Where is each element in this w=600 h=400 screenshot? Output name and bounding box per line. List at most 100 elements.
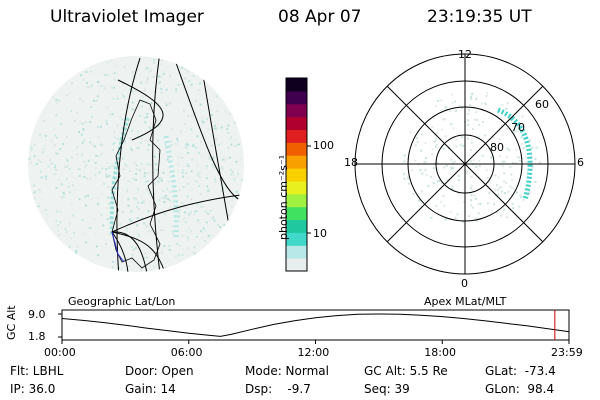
speckle-pixel <box>196 173 199 176</box>
speckle-pixel <box>109 113 111 116</box>
speckle-pixel <box>211 217 214 220</box>
speckle-pixel <box>133 74 135 77</box>
gain-info: Gain: 14 <box>125 382 176 396</box>
speckle-pixel <box>204 240 207 242</box>
speckle-pixel <box>76 153 79 156</box>
colorbar-step <box>286 206 307 221</box>
speckle-pixel <box>149 192 152 195</box>
speckle-pixel <box>66 136 68 139</box>
speckle-pixel <box>115 260 117 262</box>
speckle-pixel <box>131 71 134 73</box>
speckle-pixel <box>201 205 204 208</box>
speckle-pixel <box>177 170 180 173</box>
speckle-pixel <box>141 95 144 98</box>
speckle-pixel <box>136 217 139 219</box>
altitude-x-tick-marks <box>61 340 570 344</box>
speckle-pixel <box>165 187 168 190</box>
speckle-pixel <box>529 192 532 195</box>
speckle-pixel <box>167 197 169 200</box>
speckle-pixel <box>57 224 60 226</box>
speckle-pixel <box>168 199 171 202</box>
speckle-pixel <box>229 169 232 171</box>
speckle-pixel <box>497 193 500 196</box>
speckle-pixel <box>470 96 473 98</box>
speckle-pixel <box>149 69 152 72</box>
speckle-pixel <box>147 70 150 73</box>
speckle-pixel <box>139 141 142 144</box>
speckle-pixel <box>456 213 459 216</box>
speckle-pixel <box>192 214 195 217</box>
speckle-pixel <box>467 109 470 112</box>
speckle-pixel <box>520 136 523 139</box>
speckle-pixel <box>501 190 504 193</box>
speckle-pixel <box>97 254 100 257</box>
speckle-pixel <box>197 89 200 92</box>
speckle-pixel <box>198 151 200 154</box>
speckle-pixel <box>222 187 225 190</box>
speckle-pixel <box>443 204 446 207</box>
ip-info: IP: 36.0 <box>10 382 56 396</box>
speckle-pixel <box>503 208 506 211</box>
speckle-pixel <box>231 173 234 176</box>
speckle-pixel <box>466 137 469 140</box>
speckle-pixel <box>489 149 491 152</box>
speckle-pixel <box>58 178 61 181</box>
speckle-pixel <box>156 256 159 259</box>
altitude-y-label: GC Alt <box>5 305 18 340</box>
speckle-pixel <box>438 179 441 182</box>
speckle-pixel <box>191 188 194 191</box>
speckle-pixel <box>479 202 482 205</box>
geo-meridian-4 <box>174 59 241 201</box>
speckle-pixel <box>133 197 136 200</box>
speckle-pixel <box>70 202 73 205</box>
speckle-pixel <box>160 88 163 90</box>
speckle-pixel <box>430 216 433 219</box>
speckle-pixel <box>112 86 115 89</box>
speckle-pixel <box>105 168 108 171</box>
speckle-pixel <box>233 121 236 124</box>
speckle-pixel <box>457 175 460 177</box>
speckle-pixel <box>211 144 213 147</box>
altitude-plot-frame <box>61 309 570 341</box>
speckle-pixel <box>33 155 36 158</box>
speckle-pixel <box>475 220 477 223</box>
speckle-pixel <box>96 98 99 101</box>
geo-meridian-2 <box>152 56 163 272</box>
speckle-pixel <box>226 157 229 160</box>
speckle-pixel <box>451 185 454 188</box>
speckle-pixel <box>76 246 79 248</box>
speckle-pixel <box>232 196 234 199</box>
speckle-pixel <box>187 165 190 168</box>
speckle-pixel <box>185 147 188 150</box>
speckle-pixel <box>126 229 128 232</box>
speckle-pixel <box>458 105 461 108</box>
speckle-pixel <box>222 156 225 158</box>
speckle-pixel <box>125 227 128 230</box>
speckle-pixel <box>512 187 515 190</box>
speckle-pixel <box>168 102 171 105</box>
speckle-pixel <box>135 173 137 175</box>
speckle-pixel <box>510 173 513 176</box>
speckle-pixel <box>98 171 101 174</box>
speckle-pixel <box>191 251 194 254</box>
speckle-pixel <box>184 164 187 167</box>
speckle-pixel <box>185 172 188 175</box>
speckle-pixel <box>204 229 207 232</box>
speckle-pixel <box>161 59 163 62</box>
speckle-pixel <box>531 146 534 149</box>
speckle-pixel <box>113 141 116 144</box>
glon-info: GLon: 98.4 <box>485 382 555 396</box>
speckle-pixel <box>451 187 454 190</box>
speckle-pixel <box>157 82 160 85</box>
mlt-label-12: 12 <box>458 48 472 61</box>
speckle-pixel <box>511 161 514 164</box>
speckle-pixel <box>112 149 115 152</box>
speckle-pixel <box>518 160 521 162</box>
speckle-pixel <box>181 66 184 69</box>
speckle-pixel <box>185 146 188 149</box>
speckle-pixel <box>135 76 137 79</box>
speckle-pixel <box>87 85 89 88</box>
speckle-pixel <box>116 213 119 216</box>
speckle-pixel <box>486 202 489 205</box>
speckle-pixel <box>118 116 121 118</box>
